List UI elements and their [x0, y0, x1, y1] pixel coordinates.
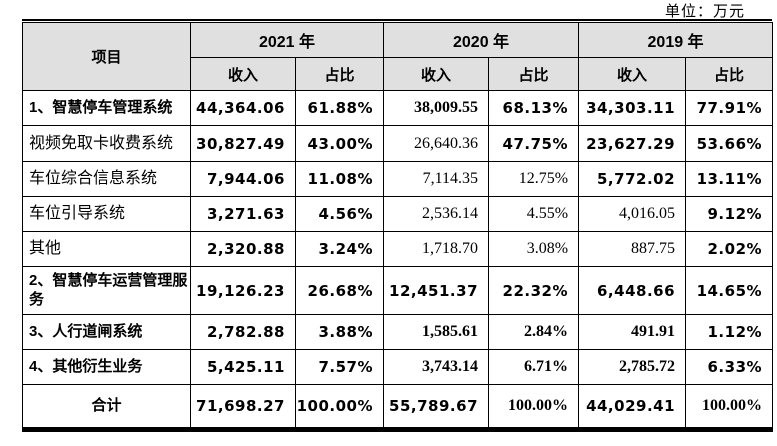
value-cell: 12,451.37: [383, 266, 490, 315]
value-cell: 23,627.29: [578, 125, 687, 162]
revenue-table: 项目 2021 年 2020 年 2019 年 收入 占比 收入 占比 收入 占…: [22, 22, 774, 432]
value-cell: 1,718.70: [383, 231, 490, 267]
value-cell: 68.13%: [488, 90, 580, 126]
row-label: 3、人行道闸系统: [22, 314, 191, 350]
table-header-row-measures: 收入 占比 收入 占比 收入 占比: [23, 57, 774, 91]
row-label: 其他: [22, 231, 191, 267]
value-cell: 13.11%: [685, 161, 774, 197]
share-header: 占比: [685, 57, 774, 91]
row-label: 4、其他衍生业务: [22, 349, 191, 385]
value-cell: 19,126.23: [190, 266, 296, 315]
value-cell: 47.75%: [488, 125, 580, 162]
value-cell: 887.75: [578, 231, 687, 267]
year-header-2021: 2021 年: [189, 22, 385, 58]
value-cell: 12.75%: [488, 161, 580, 197]
value-cell: 77.91%: [685, 90, 774, 126]
value-cell: 2.02%: [685, 231, 774, 267]
year-header-2019: 2019 年: [578, 22, 774, 58]
table-row: 车位引导系统 3,271.63 4.56% 2,536.14 4.55% 4,0…: [22, 196, 774, 232]
value-cell: 3,743.14: [383, 349, 490, 385]
value-cell: 3,271.63: [190, 196, 296, 232]
revenue-table-wrap: 项目 2021 年 2020 年 2019 年 收入 占比 收入 占比 收入 占…: [22, 19, 774, 432]
value-cell: 34,303.11: [578, 90, 687, 126]
value-cell: 2,785.72: [578, 349, 687, 385]
value-cell: 44,364.06: [190, 90, 296, 126]
value-cell: 3.24%: [294, 231, 385, 267]
value-cell: 44,029.41: [578, 384, 687, 432]
income-header: 收入: [578, 57, 687, 91]
value-cell: 491.91: [578, 314, 687, 350]
value-cell: 2,782.88: [190, 314, 296, 350]
income-header: 收入: [190, 57, 296, 91]
value-cell: 26.68%: [294, 266, 385, 315]
value-cell: 14.65%: [685, 266, 774, 315]
unit-label: 单位：万元: [664, 4, 745, 20]
value-cell: 4.55%: [488, 196, 580, 232]
value-cell: 6.33%: [685, 349, 774, 385]
value-cell: 3.08%: [488, 231, 580, 267]
row-label: 1、智慧停车管理系统: [22, 90, 191, 126]
value-cell: 43.00%: [294, 125, 385, 162]
value-cell: 22.32%: [488, 266, 580, 315]
value-cell: 3.88%: [294, 314, 385, 350]
value-cell: 53.66%: [685, 125, 774, 162]
item-header: 项目: [22, 22, 191, 91]
table-row: 1、智慧停车管理系统 44,364.06 61.88% 38,009.55 68…: [22, 90, 774, 126]
value-cell: 100.00%: [294, 384, 385, 432]
year-header-2020: 2020 年: [383, 22, 580, 58]
value-cell: 71,698.27: [190, 384, 296, 432]
value-cell: 7.57%: [294, 349, 385, 385]
value-cell: 7,944.06: [190, 161, 296, 197]
value-cell: 6.71%: [488, 349, 580, 385]
row-label: 车位引导系统: [22, 196, 191, 232]
value-cell: 2,320.88: [190, 231, 296, 267]
value-cell: 55,789.67: [383, 384, 490, 432]
row-label: 视频免取卡收费系统: [22, 125, 191, 162]
value-cell: 100.00%: [685, 384, 774, 432]
table-row-total: 合计 71,698.27 100.00% 55,789.67 100.00% 4…: [22, 384, 774, 432]
value-cell: 1.12%: [685, 314, 774, 350]
value-cell: 1,585.61: [383, 314, 490, 350]
table-row: 视频免取卡收费系统 30,827.49 43.00% 26,640.36 47.…: [22, 125, 774, 162]
value-cell: 5,425.11: [190, 349, 296, 385]
value-cell: 38,009.55: [383, 90, 490, 126]
value-cell: 4,016.05: [578, 196, 687, 232]
value-cell: 4.56%: [294, 196, 385, 232]
value-cell: 30,827.49: [190, 125, 296, 162]
value-cell: 26,640.36: [383, 125, 490, 162]
value-cell: 11.08%: [294, 161, 385, 197]
table-row: 3、人行道闸系统 2,782.88 3.88% 1,585.61 2.84% 4…: [22, 314, 774, 350]
share-header: 占比: [294, 57, 385, 91]
value-cell: 7,114.35: [383, 161, 490, 197]
table-header-row-years: 项目 2021 年 2020 年 2019 年: [22, 22, 774, 91]
value-cell: 5,772.02: [578, 161, 687, 197]
value-cell: 2,536.14: [383, 196, 490, 232]
value-cell: 61.88%: [294, 90, 385, 126]
table-row: 车位综合信息系统 7,944.06 11.08% 7,114.35 12.75%…: [22, 161, 774, 197]
table-row: 其他 2,320.88 3.24% 1,718.70 3.08% 887.75 …: [22, 231, 774, 267]
income-header: 收入: [383, 57, 490, 91]
value-cell: 6,448.66: [578, 266, 687, 315]
value-cell: 9.12%: [685, 196, 774, 232]
value-cell: 2.84%: [488, 314, 580, 350]
row-label: 2、智慧停车运营管理服务: [22, 266, 191, 315]
table-row: 2、智慧停车运营管理服务 19,126.23 26.68% 12,451.37 …: [22, 266, 774, 315]
share-header: 占比: [488, 57, 580, 91]
total-row-label: 合计: [22, 384, 191, 432]
value-cell: 100.00%: [488, 384, 580, 432]
table-row: 4、其他衍生业务 5,425.11 7.57% 3,743.14 6.71% 2…: [22, 349, 774, 385]
row-label: 车位综合信息系统: [22, 161, 191, 197]
